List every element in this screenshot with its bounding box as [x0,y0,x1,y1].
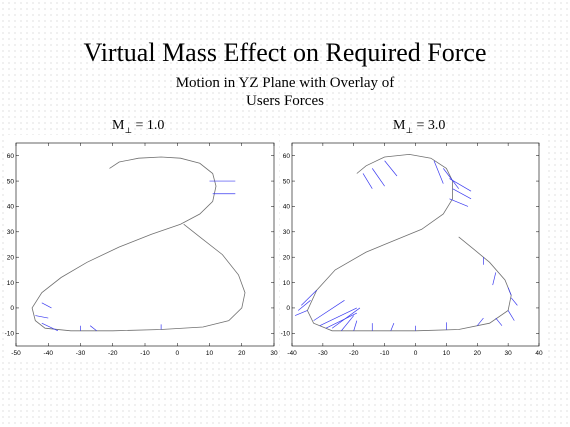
chart-1-x-tick-label: 10 [206,350,214,357]
chart-1-y-tick-label: 0 [10,305,14,312]
chart-2-y-tick-label: 30 [283,229,291,236]
chart-2-label-sub: ⊥ [405,125,413,135]
chart-2-force-vector [495,317,503,326]
chart-2-force-vector [507,310,515,321]
chart-2-force-vector [301,289,317,306]
chart-2-axes-box [291,142,540,347]
chart-2-force-vector [362,173,373,189]
chart-2-force-vector [452,188,472,200]
chart-1-y-tick-label: 10 [7,280,15,287]
chart-2-force-vector [325,312,357,329]
chart-1-y-tick-label: 30 [7,229,15,236]
chart-1-y-tick-label: 60 [7,153,15,160]
chart-2-y-tick-label: 0 [286,305,290,312]
chart-2-x-tick-label: 10 [443,350,451,357]
chart-1: -50 -40 -30 -20 -10 0 10 20 30 -10 0 10 20 30 40 50 60 [4,135,279,360]
chart-1-x-tick-label: -50 [11,350,21,357]
chart-2-force-vector [449,178,472,192]
chart-2-force-vector [331,307,361,329]
chart-1-x-tick-label: -40 [44,350,54,357]
chart-2-force-vector [294,310,308,316]
chart-1-x-tick-label: -30 [76,350,86,357]
chart-1-y-tick-label: 50 [7,178,15,185]
chart-2-force-vector [449,198,469,207]
chart-2-force-vector [371,168,385,187]
chart-2-x-tick-label: 30 [505,350,513,357]
chart-2-force-vector [433,160,444,184]
chart-2-y-tick-label: 20 [283,254,291,261]
chart-1-axes-box [15,142,275,347]
chart-2-y-tick-label: 60 [283,153,291,160]
chart-2-force-vector [353,320,358,331]
subtitle-line-2: Users Forces [246,93,324,109]
chart-2-force-vector [390,323,395,331]
chart-1-label-main: M [112,118,125,133]
chart-1-y-tick-label: 40 [7,204,15,211]
chart-2-label-main: M [393,118,406,133]
chart-2-force-vector [443,168,460,189]
chart-1-x-tick-label: 30 [270,350,278,357]
chart-2-force-vector [507,287,512,296]
chart-2: -40 -30 -20 -10 0 10 20 30 40 -10 0 10 20 30 40 50 60 [280,135,545,360]
chart-2-y-tick-label: -10 [281,331,291,338]
chart-2-force-vector [510,297,518,306]
subtitle-line-1: Motion in YZ Plane with Overlay of [175,75,395,91]
chart-1-label: M⊥ = 1.0 [112,118,164,135]
chart-2-y-tick-label: 10 [283,280,291,287]
chart-1-y-tick-label: 20 [7,254,15,261]
chart-1-y-tick-label: -10 [5,331,15,338]
chart-1-x-tick-label: 0 [175,350,179,357]
chart-2-label-rest: = 3.0 [412,118,446,133]
chart-2-label: M⊥ = 3.0 [393,118,445,135]
chart-1-motion-path [31,156,246,332]
slide-title: Virtual Mass Effect on Required Force [83,38,487,67]
chart-2-x-tick-label: 40 [535,350,543,357]
chart-2-force-vector [297,300,311,311]
chart-2-y-tick-label: 40 [283,204,291,211]
chart-1-force-vector [89,325,97,332]
chart-1-force-vector [35,315,49,319]
chart-2-y-tick-label: 50 [283,178,291,185]
chart-1-x-tick-label: 20 [238,350,246,357]
chart-2-x-tick-label: 0 [414,350,418,357]
chart-2-force-vector [313,300,345,321]
chart-2-force-vector [384,160,398,177]
chart-2-x-tick-label: 20 [474,350,482,357]
chart-2-force-vector [476,317,484,326]
chart-2-x-tick-label: -30 [318,350,328,357]
chart-1-force-vector [41,322,59,332]
chart-1-label-rest: = 1.0 [131,118,165,133]
chart-1-x-tick-label: -20 [108,350,118,357]
chart-2-force-vector [319,307,357,327]
chart-1-force-vector [41,302,52,309]
chart-1-label-sub: ⊥ [124,125,132,135]
chart-2-force-vector [341,315,355,331]
chart-1-x-tick-label: -10 [140,350,150,357]
chart-2-force-vector [492,272,497,286]
chart-2-x-tick-label: -10 [380,350,390,357]
slide-subtitle: Motion in YZ Plane with Overlay of Users… [150,74,420,110]
chart-2-x-tick-label: -20 [349,350,359,357]
chart-2-x-tick-label: -40 [287,350,297,357]
